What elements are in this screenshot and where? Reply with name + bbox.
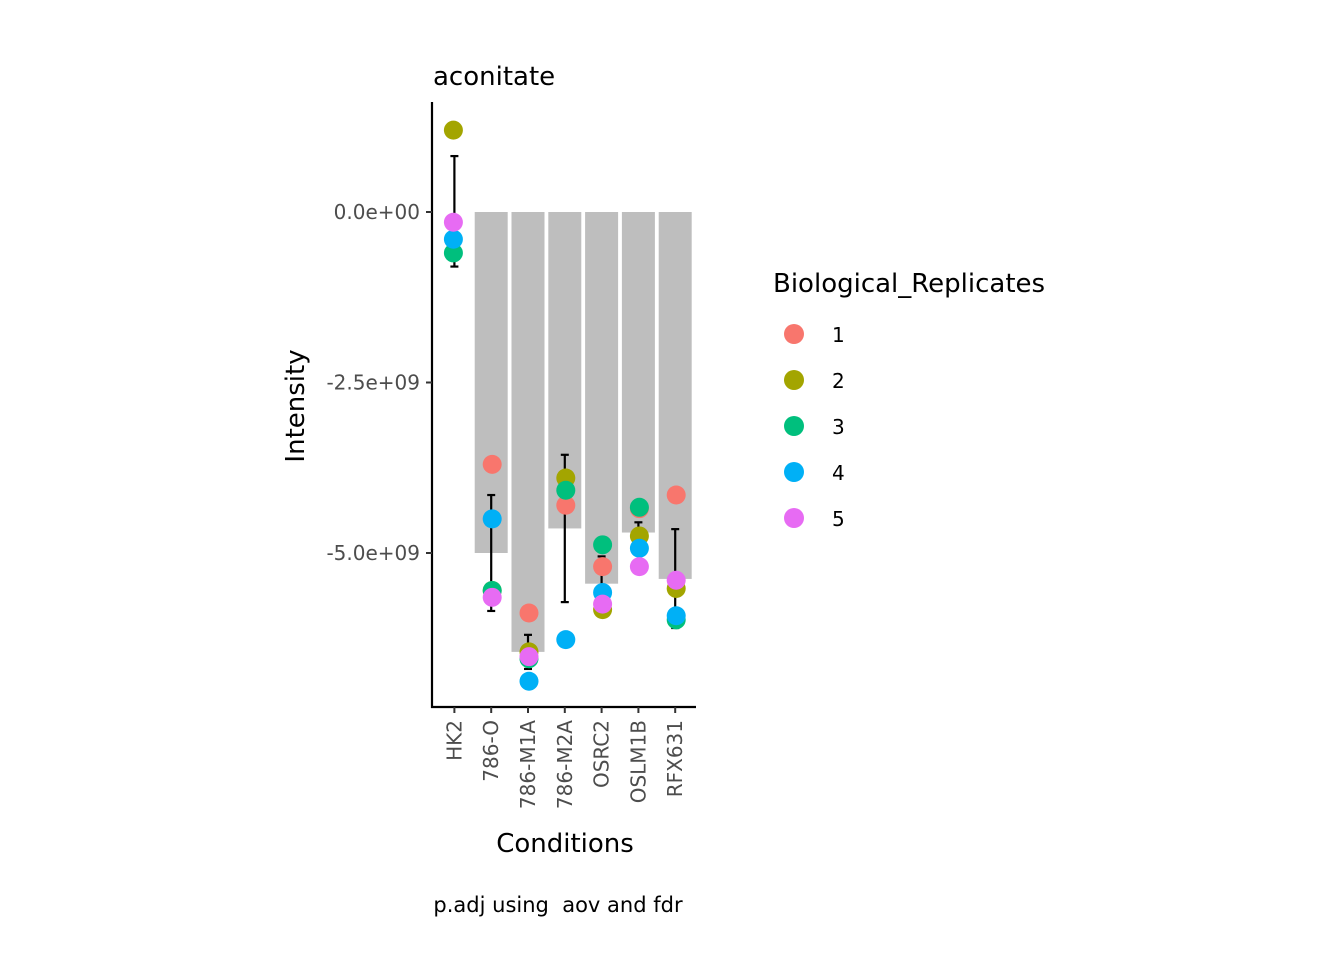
point-rep2-HK2 (443, 120, 463, 140)
point-rep5-HK2 (443, 212, 463, 232)
legend-item-5: 5 (784, 507, 845, 531)
bars-layer (474, 212, 692, 652)
x-tick-label-HK2: HK2 (442, 720, 466, 761)
legend-label-2: 2 (832, 369, 845, 393)
x-tick-label-OSRC2: OSRC2 (590, 720, 614, 788)
legend-key-4 (784, 462, 804, 482)
point-rep4-786-O (482, 509, 502, 529)
legend-key-5 (784, 508, 804, 528)
y-tick-label: -2.5e+09 (326, 371, 420, 395)
bar-OSLM1B (621, 212, 655, 533)
legend-key-3 (784, 416, 804, 436)
plot-area (443, 120, 692, 691)
point-rep3-OSRC2 (593, 535, 613, 555)
bar-OSRC2 (585, 212, 619, 584)
y-tick-label: -5.0e+09 (326, 541, 420, 565)
x-tick-label-786-M1A: 786-M1A (516, 720, 540, 809)
bar-RFX631 (658, 212, 692, 579)
legend-item-3: 3 (784, 415, 845, 439)
chart-title: aconitate (433, 62, 555, 92)
legend-key-1 (784, 324, 804, 344)
y-tick-label: 0.0e+00 (334, 200, 420, 224)
legend-item-2: 2 (784, 369, 845, 393)
x-tick-label-OSLM1B: OSLM1B (626, 720, 650, 803)
point-rep3-HK2 (443, 243, 463, 263)
legend-item-1: 1 (784, 323, 845, 347)
legend-entries: 1 2 3 4 5 (784, 323, 845, 531)
chart-caption: p.adj using aov and fdr (433, 893, 683, 917)
legend-key-2 (784, 370, 804, 390)
x-tick-label-786-O: 786-O (479, 720, 503, 782)
x-axis-ticks: HK2 786-O 786-M1A 786-M2A OSRC2 OSLM1B RFX631 (442, 707, 687, 809)
x-axis-title: Conditions (496, 829, 634, 859)
legend-label-5: 5 (832, 507, 845, 531)
point-rep5-OSLM1B (629, 557, 649, 577)
legend: Biological_Replicates 1 2 3 4 5 (773, 269, 1045, 531)
legend-label-3: 3 (832, 415, 845, 439)
point-rep5-786-M1A (519, 647, 539, 667)
point-rep5-786-O (482, 587, 502, 607)
legend-label-4: 4 (832, 461, 845, 485)
point-rep1-786-M1A (519, 603, 539, 623)
point-rep1-RFX631 (666, 485, 686, 505)
point-rep5-OSRC2 (593, 594, 613, 614)
legend-title: Biological_Replicates (773, 269, 1045, 299)
point-rep5-RFX631 (666, 570, 686, 590)
point-rep4-OSLM1B (629, 538, 649, 558)
point-rep4-RFX631 (666, 606, 686, 626)
point-rep3-OSLM1B (629, 497, 649, 517)
y-axis-title: Intensity (281, 349, 311, 462)
legend-label-1: 1 (832, 323, 845, 347)
legend-item-4: 4 (784, 461, 845, 485)
point-rep4-HK2 (443, 229, 463, 249)
point-rep3-786-M2A (556, 480, 576, 500)
x-tick-label-RFX631: RFX631 (663, 720, 687, 797)
points-layer (443, 120, 686, 691)
y-axis-ticks: 0.0e+00 -2.5e+09 -5.0e+09 (326, 200, 432, 565)
point-rep4-786-M1A (519, 671, 539, 691)
point-rep1-786-M2A (556, 495, 576, 515)
point-rep4-786-M2A (556, 630, 576, 650)
point-rep1-OSRC2 (593, 557, 613, 577)
bar-786-M1A (511, 212, 545, 652)
x-tick-label-786-M2A: 786-M2A (553, 720, 577, 809)
point-rep1-786-O (482, 454, 502, 474)
